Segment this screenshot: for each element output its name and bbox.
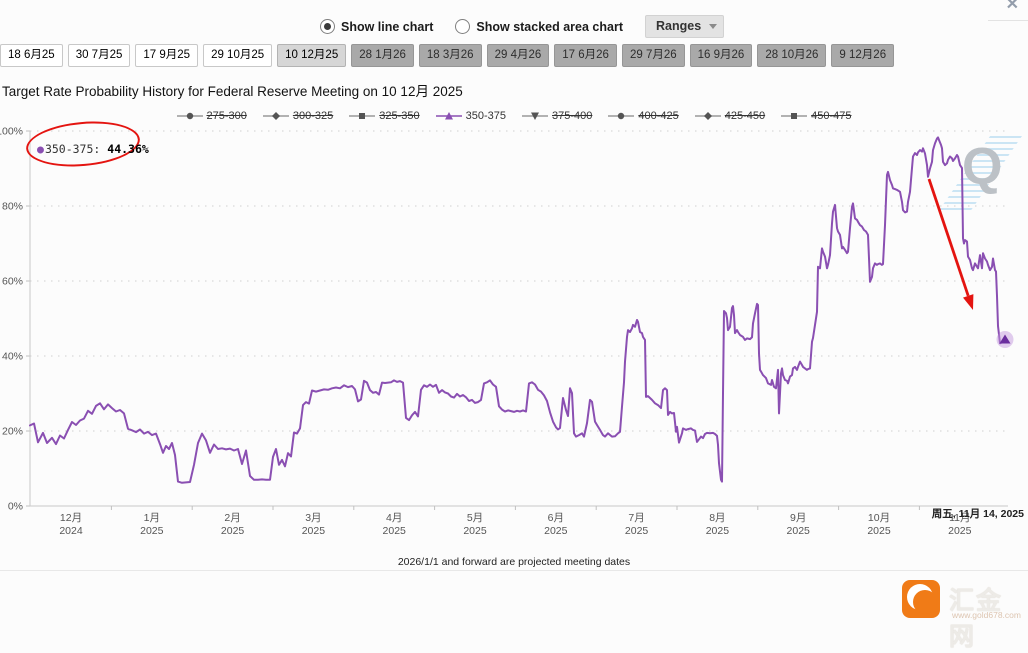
circle-marker-icon (608, 112, 635, 120)
tab-meeting-28-10月26[interactable]: 28 10月26 (757, 44, 827, 67)
svg-text:60%: 60% (2, 276, 23, 288)
chevron-down-icon (709, 24, 718, 29)
footer-note: 2026/1/1 and forward are projected meeti… (397, 556, 631, 568)
tab-meeting-28-1月26[interactable]: 28 1月26 (351, 44, 414, 67)
legend-item-350-375[interactable]: 350-375 (435, 110, 506, 122)
legend-label: 350-375 (465, 110, 506, 122)
legend-label: 425-450 (724, 110, 766, 122)
tab-meeting-30-7月25[interactable]: 30 7月25 (67, 44, 131, 67)
tab-meeting-29-4月26[interactable]: 29 4月26 (486, 44, 550, 67)
triangle-down-marker-icon (522, 112, 548, 120)
radio-show-line-chart[interactable]: Show line chart (320, 19, 433, 34)
radio-show-stacked-area-chart[interactable]: Show stacked area chart (455, 19, 623, 34)
series-name: 350-375: (44, 142, 101, 156)
legend-item-300-325[interactable]: 300-325 (262, 110, 334, 122)
legend-label: 450-475 (811, 110, 852, 122)
logo-site-url: www.gold678.com (952, 610, 1021, 620)
circle-marker-icon (176, 112, 203, 120)
diamond-marker-icon (262, 112, 289, 120)
ranges-label: Ranges (656, 19, 702, 33)
radio-unselected-icon[interactable] (455, 19, 471, 34)
triangle-marker-icon (435, 112, 462, 120)
tab-meeting-29-10月25[interactable]: 29 10月25 (203, 44, 273, 67)
svg-text:20%: 20% (2, 426, 23, 438)
series-bullet-icon: ● (37, 142, 44, 156)
chart-legend: 275-300 300-325 325-350 350-375 375-400 400-4… (0, 110, 1028, 122)
legend-item-425-450[interactable]: 425-450 (694, 110, 766, 122)
series-value-callout: ●350-375: 44.36% (37, 142, 149, 156)
radio-area-label: Show stacked area chart (476, 19, 623, 34)
logo-crescent-icon (902, 580, 940, 618)
legend-item-400-425[interactable]: 400-425 (608, 110, 679, 122)
tab-meeting-17-6月26[interactable]: 17 6月26 (554, 44, 617, 67)
tab-meeting-16-9月26[interactable]: 16 9月26 (689, 44, 753, 67)
svg-text:100%: 100% (0, 126, 23, 138)
hover-date-label: 周五, 11月 14, 2025 (931, 508, 1024, 520)
tab-meeting-17-9月25[interactable]: 17 9月25 (135, 44, 199, 67)
panel-divider (988, 20, 1028, 21)
legend-label: 400-425 (638, 110, 679, 122)
series-line-350-375[interactable] (29, 136, 1006, 484)
square-marker-icon (349, 113, 376, 119)
diamond-marker-icon (694, 112, 721, 120)
svg-text:0%: 0% (8, 501, 23, 513)
tab-meeting-18-6月25[interactable]: 18 6月25 (0, 44, 63, 67)
series-value: 44.36% (107, 142, 149, 156)
tab-meeting-10-12月25[interactable]: 10 12月25 (277, 44, 347, 67)
site-logo: 汇金网 www.gold678.com (902, 579, 1022, 651)
tab-meeting-9-12月26[interactable]: 9 12月26 (831, 44, 895, 67)
close-icon[interactable]: ✕ (1005, 0, 1019, 13)
svg-text:80%: 80% (2, 201, 23, 213)
radio-selected-icon[interactable] (320, 19, 335, 34)
legend-item-375-400[interactable]: 375-400 (522, 110, 592, 122)
legend-label: 325-350 (379, 110, 420, 122)
red-arrow-annotation (927, 178, 974, 310)
ranges-dropdown[interactable]: Ranges (645, 15, 725, 38)
tab-meeting-29-7月26[interactable]: 29 7月26 (621, 44, 685, 67)
legend-label: 375-400 (552, 110, 593, 122)
chart-type-controls: Show line chart Show stacked area chart … (320, 15, 725, 38)
legend-item-325-350[interactable]: 325-350 (349, 110, 420, 122)
series-end-marker (996, 331, 1014, 348)
legend-label: 275-300 (206, 110, 247, 122)
page-title: Target Rate Probability History for Fede… (2, 84, 463, 99)
legend-item-450-475[interactable]: 450-475 (781, 110, 852, 122)
meeting-date-tab-bar: 18 6月25 30 7月25 17 9月25 29 10月25 10 12月25 28 … (0, 44, 895, 67)
radio-line-label: Show line chart (341, 19, 434, 34)
legend-item-275-300[interactable]: 275-300 (176, 110, 247, 122)
svg-text:40%: 40% (2, 351, 23, 363)
square-marker-icon (781, 113, 808, 119)
bottom-divider (0, 570, 1028, 571)
legend-label: 300-325 (292, 110, 334, 122)
tab-meeting-18-3月26[interactable]: 18 3月26 (418, 44, 482, 67)
